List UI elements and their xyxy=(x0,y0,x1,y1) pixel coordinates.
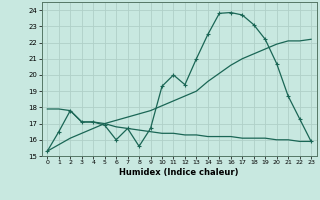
X-axis label: Humidex (Indice chaleur): Humidex (Indice chaleur) xyxy=(119,168,239,177)
